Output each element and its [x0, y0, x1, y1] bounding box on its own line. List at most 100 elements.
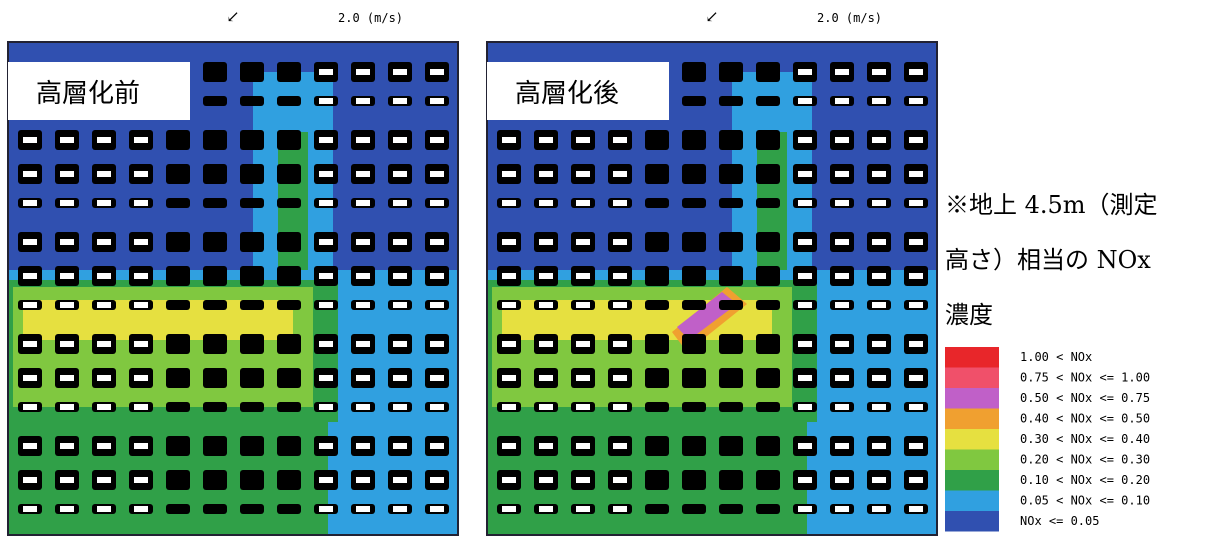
building — [240, 96, 264, 106]
building-window — [798, 137, 812, 143]
legend-label: 0.05 < NOx <= 0.10 — [1020, 494, 1150, 508]
wind-speed: 2.0 (m/s) — [817, 11, 882, 25]
building — [719, 266, 743, 286]
building — [166, 130, 190, 150]
building-window — [872, 239, 886, 245]
legend-label: 0.40 < NOx <= 0.50 — [1020, 412, 1150, 426]
building-window — [23, 375, 37, 381]
building-window — [613, 477, 627, 483]
building — [719, 232, 743, 252]
building-window — [502, 404, 516, 410]
building — [645, 504, 669, 514]
building-window — [872, 506, 886, 512]
building-window — [23, 404, 37, 410]
building-window — [319, 69, 333, 75]
building — [756, 436, 780, 456]
building-window — [430, 137, 444, 143]
map-border — [486, 41, 938, 536]
building — [240, 164, 264, 184]
building-window — [909, 171, 923, 177]
building — [166, 198, 190, 208]
building-window — [872, 171, 886, 177]
building-window — [539, 375, 553, 381]
building-window — [430, 443, 444, 449]
building-window — [539, 137, 553, 143]
legend-swatch — [945, 490, 999, 511]
legend-label: 0.30 < NOx <= 0.40 — [1020, 432, 1150, 446]
building-window — [798, 273, 812, 279]
building — [756, 402, 780, 412]
legend-label: NOx <= 0.05 — [1020, 514, 1099, 528]
building — [203, 300, 227, 310]
building — [719, 470, 743, 490]
building-window — [502, 302, 516, 308]
building-window — [134, 239, 148, 245]
building-window — [909, 375, 923, 381]
building — [645, 300, 669, 310]
building-window — [356, 200, 370, 206]
building — [166, 504, 190, 514]
building — [645, 130, 669, 150]
building-window — [872, 477, 886, 483]
building-window — [539, 506, 553, 512]
building-window — [798, 404, 812, 410]
building-window — [134, 273, 148, 279]
legend-swatch — [945, 347, 999, 368]
building-window — [356, 302, 370, 308]
building-window — [872, 273, 886, 279]
building-window — [798, 477, 812, 483]
legend-label: 0.10 < NOx <= 0.20 — [1020, 473, 1150, 487]
panel-label: 高層化前 — [36, 79, 140, 109]
building-window — [798, 98, 812, 104]
building-window — [835, 375, 849, 381]
building — [682, 436, 706, 456]
building-window — [97, 404, 111, 410]
building — [203, 62, 227, 82]
building-window — [613, 375, 627, 381]
building-window — [134, 341, 148, 347]
building-window — [60, 506, 74, 512]
building-window — [319, 200, 333, 206]
building — [719, 62, 743, 82]
building-window — [798, 443, 812, 449]
building-window — [23, 239, 37, 245]
building-window — [319, 302, 333, 308]
building-window — [798, 171, 812, 177]
building-window — [798, 341, 812, 347]
building — [277, 130, 301, 150]
building-window — [356, 98, 370, 104]
building-window — [356, 137, 370, 143]
building — [166, 164, 190, 184]
building-window — [319, 506, 333, 512]
building — [240, 130, 264, 150]
building-window — [97, 302, 111, 308]
building — [203, 130, 227, 150]
building-window — [319, 477, 333, 483]
note-line: 高さ）相当の NOx — [945, 246, 1151, 274]
building — [645, 198, 669, 208]
building — [166, 232, 190, 252]
building-window — [576, 375, 590, 381]
building — [682, 198, 706, 208]
building-window — [319, 443, 333, 449]
building-window — [356, 506, 370, 512]
building — [277, 504, 301, 514]
building — [719, 504, 743, 514]
building-window — [502, 137, 516, 143]
building-window — [319, 404, 333, 410]
building-window — [430, 69, 444, 75]
legend-label: 1.00 < NOx — [1020, 350, 1092, 364]
building-window — [835, 341, 849, 347]
map-panel: ↙ 2.0 (m/s) 高層化後 — [486, 7, 938, 536]
building-window — [23, 443, 37, 449]
building — [682, 164, 706, 184]
building — [166, 300, 190, 310]
building — [277, 198, 301, 208]
building — [203, 470, 227, 490]
building — [203, 436, 227, 456]
building-window — [539, 302, 553, 308]
building-window — [872, 200, 886, 206]
building-window — [539, 404, 553, 410]
building — [645, 334, 669, 354]
building-window — [356, 404, 370, 410]
